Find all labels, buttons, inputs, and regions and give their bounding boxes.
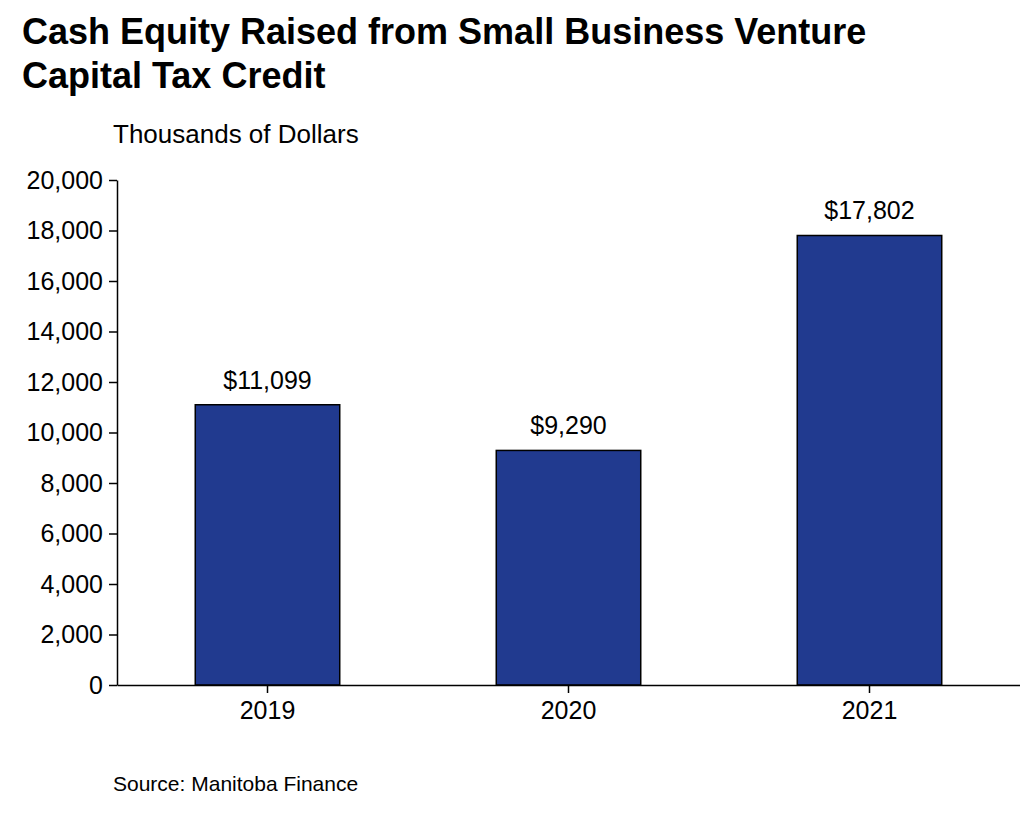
tick-label: 2021 [842,696,898,724]
data-labels: $11,099 $9,290 $17,802 [223,196,914,439]
tick-label: 14,000 [27,317,103,345]
bar [496,450,640,685]
tick-label: 4,000 [40,570,103,598]
tick-mark [869,685,871,693]
tick-mark [109,483,117,485]
bar [195,405,339,685]
tick-mark [109,281,117,283]
tick: 8,000 [40,469,117,497]
tick-label: 16,000 [27,267,103,295]
tick-mark [109,180,117,182]
y-axis: 0 2,000 4,000 6,000 8,000 10,000 12,000 14,000 1… [27,166,118,699]
data-label: $9,290 [530,411,606,439]
tick: 12,000 [27,368,117,396]
chart: Cash Equity Raised from Small Business V… [0,0,1020,826]
x-axis: 2019 2020 2021 [118,685,1020,724]
tick-mark [267,685,269,693]
tick-mark [109,331,117,333]
tick-mark [109,432,117,434]
tick: 2021 [842,685,898,724]
tick: 2019 [240,685,296,724]
tick-mark [109,685,117,687]
tick-mark [109,533,117,535]
axis-title: Thousands of Dollars [113,119,359,149]
tick-mark [109,634,117,636]
tick: 0 [89,671,117,699]
bars [195,235,941,685]
tick-label: 2,000 [40,620,103,648]
tick-label: 18,000 [27,216,103,244]
tick-label: 8,000 [40,469,103,497]
title: Cash Equity Raised from Small Business V… [22,11,866,96]
data-label: $17,802 [824,196,914,224]
tick: 6,000 [40,519,117,547]
tick-mark [109,230,117,232]
data-label: $11,099 [223,366,312,394]
tick: 20,000 [27,166,117,194]
tick: 18,000 [27,216,117,244]
tick-label: 12,000 [27,368,103,396]
tick-label: 0 [89,671,103,699]
bar [797,235,941,685]
tick: 10,000 [27,418,117,446]
tick: 2,000 [40,620,117,648]
tick-mark [109,382,117,384]
tick-label: 10,000 [27,418,103,446]
source: Source: Manitoba Finance [113,772,358,795]
tick: 16,000 [27,267,117,295]
tick-mark [568,685,570,693]
tick-label: 20,000 [27,166,103,194]
tick-label: 2020 [541,696,597,724]
tick-label: 2019 [240,696,296,724]
tick: 14,000 [27,317,117,345]
tick: 2020 [541,685,597,724]
tick: 4,000 [40,570,117,598]
tick-label: 6,000 [40,519,103,547]
tick-mark [109,584,117,586]
